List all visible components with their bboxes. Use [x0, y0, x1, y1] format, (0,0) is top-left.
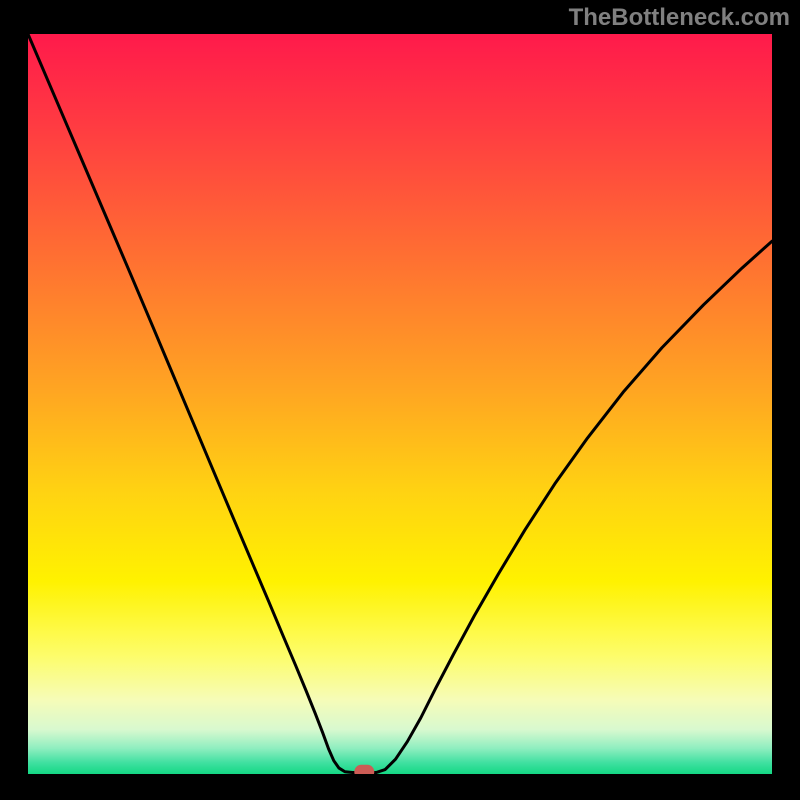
plot-area	[28, 34, 772, 774]
watermark-text: TheBottleneck.com	[569, 4, 790, 32]
plot-svg	[28, 34, 772, 774]
gradient-background	[28, 34, 772, 774]
bottleneck-marker	[354, 765, 374, 774]
